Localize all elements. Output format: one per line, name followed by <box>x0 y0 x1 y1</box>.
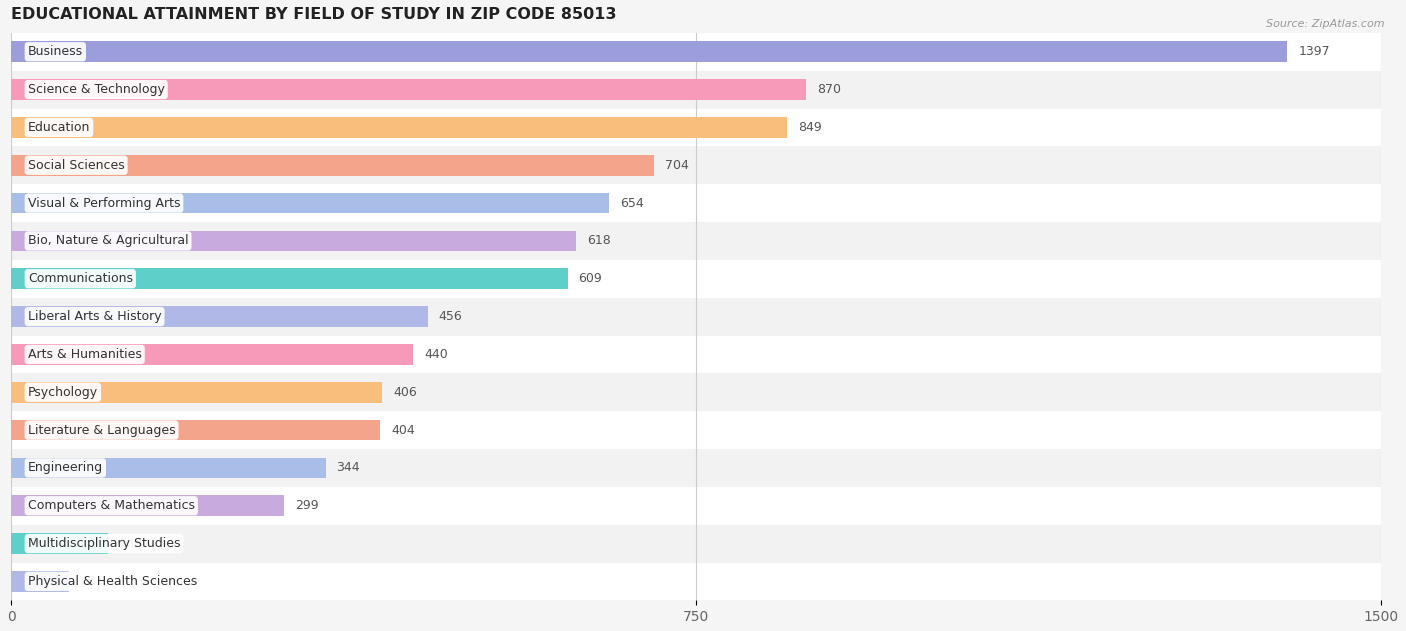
Text: 618: 618 <box>586 235 610 247</box>
Bar <box>11 117 787 138</box>
Bar <box>11 411 1382 449</box>
Text: 406: 406 <box>394 386 418 399</box>
Text: 106: 106 <box>120 537 143 550</box>
Text: Computers & Mathematics: Computers & Mathematics <box>28 499 195 512</box>
Bar <box>11 562 1382 600</box>
Bar <box>11 33 1382 71</box>
Bar <box>11 374 1382 411</box>
Text: Social Sciences: Social Sciences <box>28 159 125 172</box>
Bar <box>11 42 1288 62</box>
Text: Multidisciplinary Studies: Multidisciplinary Studies <box>28 537 180 550</box>
Bar <box>11 109 1382 146</box>
Text: Literature & Languages: Literature & Languages <box>28 423 176 437</box>
Text: Physical & Health Sciences: Physical & Health Sciences <box>28 575 197 588</box>
Bar <box>11 344 413 365</box>
Text: 870: 870 <box>817 83 841 96</box>
Text: 654: 654 <box>620 197 644 209</box>
Bar <box>11 336 1382 374</box>
Text: Business: Business <box>28 45 83 58</box>
Text: Science & Technology: Science & Technology <box>28 83 165 96</box>
Text: 609: 609 <box>579 272 602 285</box>
Text: 704: 704 <box>665 159 689 172</box>
Bar <box>11 524 1382 562</box>
Bar <box>11 382 382 403</box>
Text: 849: 849 <box>797 121 821 134</box>
Text: EDUCATIONAL ATTAINMENT BY FIELD OF STUDY IN ZIP CODE 85013: EDUCATIONAL ATTAINMENT BY FIELD OF STUDY… <box>11 7 617 22</box>
Bar <box>11 146 1382 184</box>
Bar <box>11 457 326 478</box>
Bar <box>11 533 108 554</box>
Text: 344: 344 <box>336 461 360 475</box>
Text: 1397: 1397 <box>1298 45 1330 58</box>
Text: Liberal Arts & History: Liberal Arts & History <box>28 310 162 323</box>
Bar <box>11 487 1382 524</box>
Bar <box>11 79 806 100</box>
Bar <box>11 260 1382 298</box>
Text: 299: 299 <box>295 499 319 512</box>
Bar <box>11 222 1382 260</box>
Bar <box>11 449 1382 487</box>
Bar <box>11 268 568 289</box>
Text: Engineering: Engineering <box>28 461 103 475</box>
Text: 456: 456 <box>439 310 463 323</box>
Text: Communications: Communications <box>28 272 132 285</box>
Text: Psychology: Psychology <box>28 386 98 399</box>
Bar <box>11 71 1382 109</box>
Text: 63: 63 <box>80 575 96 588</box>
Bar <box>11 192 609 213</box>
Bar <box>11 298 1382 336</box>
Text: Bio, Nature & Agricultural: Bio, Nature & Agricultural <box>28 235 188 247</box>
Bar <box>11 155 654 175</box>
Text: Arts & Humanities: Arts & Humanities <box>28 348 142 361</box>
Bar <box>11 571 69 592</box>
Text: Visual & Performing Arts: Visual & Performing Arts <box>28 197 180 209</box>
Bar <box>11 230 576 251</box>
Text: 404: 404 <box>391 423 415 437</box>
Bar <box>11 495 284 516</box>
Text: Source: ZipAtlas.com: Source: ZipAtlas.com <box>1267 19 1385 29</box>
Text: 440: 440 <box>425 348 449 361</box>
Text: Education: Education <box>28 121 90 134</box>
Bar <box>11 306 427 327</box>
Bar <box>11 184 1382 222</box>
Bar <box>11 420 381 440</box>
